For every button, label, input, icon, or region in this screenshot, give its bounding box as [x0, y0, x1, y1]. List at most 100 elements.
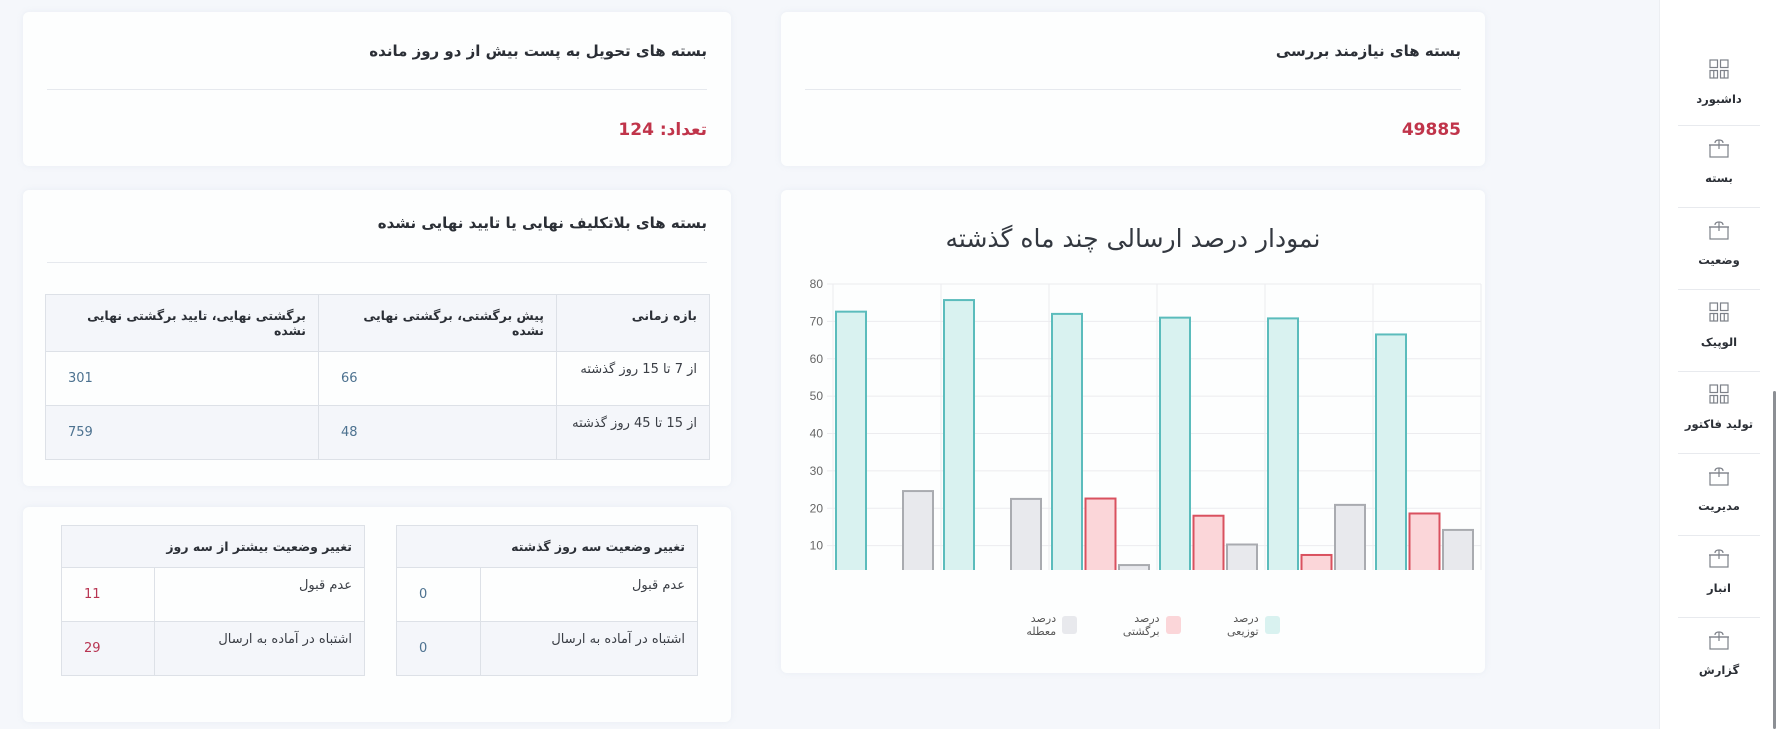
- scrollbar-thumb[interactable]: [1773, 391, 1776, 729]
- y-tick-label: 60: [810, 352, 824, 366]
- status-old-table: تغییر وضعیت بیشتر از سه روز عدم قبول 11 …: [61, 525, 365, 676]
- bar[interactable]: [1300, 553, 1333, 570]
- sidebar-item-package[interactable]: بسته: [1678, 136, 1760, 217]
- divider: [1678, 289, 1760, 290]
- package-icon: [1709, 631, 1729, 650]
- pre-return-cell: 66: [318, 351, 557, 406]
- sidebar-item-label: تولید فاکتور: [1684, 417, 1754, 431]
- package-icon: [1709, 221, 1729, 240]
- post-delivery-count: تعداد: 124: [618, 120, 707, 140]
- bar[interactable]: [1051, 312, 1083, 570]
- pending-card: بسته های بلاتکلیف نهایی یا تایید نهایی ن…: [23, 190, 731, 486]
- status-change-card: تغییر وضعیت سه روز گذشته عدم قبول 0 اشتب…: [23, 507, 731, 722]
- table-header-row: تغییر وضعیت بیشتر از سه روز: [61, 525, 365, 568]
- sidebar-item-invoice[interactable]: تولید فاکتور: [1678, 382, 1760, 463]
- sidebar-item-label: انبار: [1707, 581, 1731, 595]
- final-return-cell: 301: [45, 351, 319, 406]
- legend-item[interactable]: درصد برگشتی: [1103, 612, 1181, 638]
- pre-return-cell: 48: [318, 405, 557, 460]
- package-icon: [1709, 139, 1729, 158]
- chart-card: [781, 190, 1485, 673]
- table-row: اشتباه در آماده به ارسال 29: [61, 621, 365, 676]
- sidebar-item-warehouse[interactable]: انبار: [1678, 546, 1760, 627]
- bar[interactable]: [1192, 514, 1225, 570]
- status-value: 0: [396, 567, 481, 622]
- status-label: عدم قبول: [480, 567, 698, 622]
- sidebar-item-label: داشبورد: [1696, 92, 1742, 106]
- legend-swatch: [1062, 616, 1078, 634]
- divider: [1678, 371, 1760, 372]
- bar[interactable]: [943, 299, 975, 570]
- sidebar-item-label: گزارش: [1698, 663, 1740, 677]
- bar[interactable]: [1118, 564, 1150, 570]
- grid-icon: [1709, 384, 1729, 404]
- table-row: از 15 تا 45 روز گذشته 48 759: [45, 405, 710, 460]
- sidebar-item-report[interactable]: گزارش: [1678, 628, 1760, 709]
- y-tick-label: 50: [810, 389, 824, 403]
- bar[interactable]: [1408, 512, 1441, 570]
- legend-item[interactable]: درصد معطله: [1006, 612, 1078, 638]
- chart-title: نمودار درصد ارسالی چند ماه گذشته: [945, 224, 1321, 253]
- legend-item[interactable]: درصد توزیعی: [1207, 612, 1280, 638]
- divider: [1678, 125, 1760, 126]
- range-cell: از 7 تا 15 روز گذشته: [556, 351, 710, 406]
- sidebar-item-management[interactable]: مدیریت: [1678, 464, 1760, 545]
- status-value: 0: [396, 621, 481, 676]
- bar[interactable]: [1267, 317, 1299, 570]
- bar[interactable]: [1084, 497, 1117, 570]
- range-cell: از 15 تا 45 روز گذشته: [556, 405, 710, 460]
- sidebar-item-label: مدیریت: [1698, 499, 1740, 513]
- y-tick-label: 70: [810, 314, 824, 328]
- bar[interactable]: [1334, 503, 1366, 570]
- post-delivery-card: بسته های تحویل به پست بیش از دو روز ماند…: [23, 12, 731, 166]
- table-row: عدم قبول 0: [396, 567, 698, 622]
- sidebar: داشبورد بسته وضعیت الوپیک تولید فاکتور م…: [1659, 0, 1776, 729]
- legend-swatch: [1264, 616, 1280, 634]
- status-recent-table: تغییر وضعیت سه روز گذشته عدم قبول 0 اشتب…: [396, 525, 698, 676]
- y-tick-label: 20: [810, 501, 824, 515]
- final-return-cell: 759: [45, 405, 319, 460]
- sidebar-item-dashboard[interactable]: داشبورد: [1678, 57, 1760, 138]
- divider: [1678, 453, 1760, 454]
- sidebar-item-status[interactable]: وضعیت: [1678, 218, 1760, 299]
- divider: [47, 89, 707, 90]
- bar-chart: 01020304050607080بهمناسفندفروردیناردیبهش…: [810, 277, 1482, 570]
- legend-swatch: [1165, 616, 1181, 634]
- table-header-row: تغییر وضعیت سه روز گذشته: [396, 525, 698, 568]
- bar[interactable]: [902, 490, 934, 570]
- bar[interactable]: [1010, 497, 1042, 570]
- sidebar-item-label: وضعیت: [1698, 253, 1740, 267]
- y-tick-label: 40: [810, 427, 824, 441]
- bar[interactable]: [1159, 316, 1191, 570]
- sidebar-item-label: بسته: [1705, 171, 1733, 185]
- legend-label: درصد برگشتی: [1122, 612, 1160, 638]
- header-pre-return: پیش برگشتی، برگشتی نهایی نشده: [318, 294, 557, 352]
- sidebar-item-label: الوپیک: [1700, 335, 1738, 349]
- bar[interactable]: [1375, 333, 1407, 570]
- status-label: عدم قبول: [154, 567, 365, 622]
- sidebar-item-alopeyk[interactable]: الوپیک: [1678, 300, 1760, 381]
- review-count: 49885: [1401, 120, 1461, 140]
- legend-label: درصد توزیعی: [1227, 612, 1259, 638]
- bar[interactable]: [1442, 528, 1474, 570]
- header-range: بازه زمانی: [556, 294, 710, 352]
- y-tick-label: 10: [810, 539, 824, 553]
- grid-icon: [1709, 302, 1729, 322]
- grid-icon: [1709, 59, 1729, 79]
- bar[interactable]: [1226, 543, 1258, 570]
- divider: [1678, 617, 1760, 618]
- package-icon: [1709, 549, 1729, 568]
- table-row: عدم قبول 11: [61, 567, 365, 622]
- status-label: اشتباه در آماده به ارسال: [480, 621, 698, 676]
- status-value: 11: [61, 567, 155, 622]
- header-final-return: برگشتی نهایی، تایید برگشتی نهایی نشده: [45, 294, 319, 352]
- table-row: اشتباه در آماده به ارسال 0: [396, 621, 698, 676]
- review-card-title: بسته های نیازمند بررسی: [1275, 42, 1461, 60]
- pending-card-title: بسته های بلاتکلیف نهایی یا تایید نهایی ن…: [377, 214, 707, 232]
- status-recent-header: تغییر وضعیت سه روز گذشته: [396, 525, 698, 568]
- bar[interactable]: [835, 310, 867, 570]
- chart-legend: درصد توزیعی درصد برگشتی درصد معطله: [990, 612, 1280, 638]
- status-label: اشتباه در آماده به ارسال: [154, 621, 365, 676]
- y-tick-label: 30: [810, 464, 824, 478]
- legend-label: درصد معطله: [1026, 612, 1057, 638]
